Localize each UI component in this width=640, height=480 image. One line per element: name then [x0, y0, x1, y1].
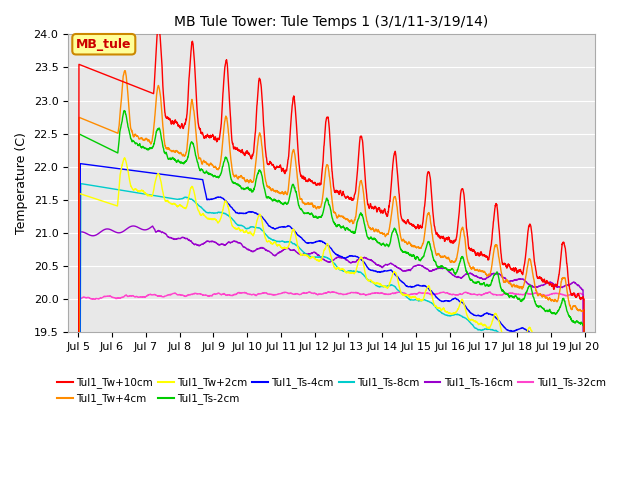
Legend: Tul1_Tw+10cm, Tul1_Tw+4cm, Tul1_Tw+2cm, Tul1_Ts-2cm, Tul1_Ts-4cm, Tul1_Ts-8cm, T: Tul1_Tw+10cm, Tul1_Tw+4cm, Tul1_Tw+2cm, …	[53, 373, 610, 408]
Y-axis label: Temperature (C): Temperature (C)	[15, 132, 28, 234]
Text: MB_tule: MB_tule	[76, 38, 132, 51]
Title: MB Tule Tower: Tule Temps 1 (3/1/11-3/19/14): MB Tule Tower: Tule Temps 1 (3/1/11-3/19…	[174, 15, 488, 29]
